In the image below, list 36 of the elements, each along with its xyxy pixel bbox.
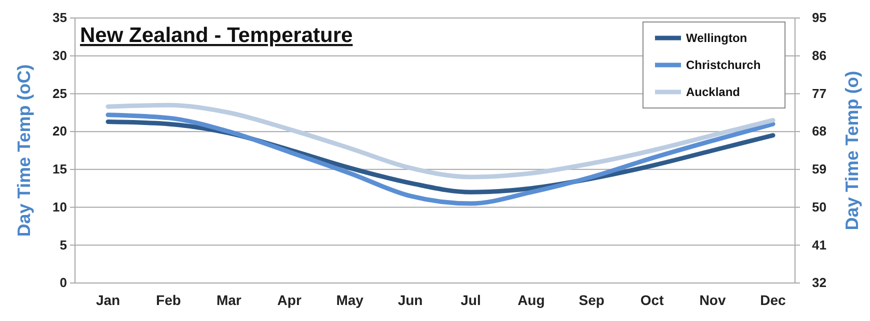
y2-tick-label: 77 bbox=[812, 86, 826, 101]
x-tick-label: Sep bbox=[578, 292, 604, 308]
y2-tick-label: 59 bbox=[812, 162, 826, 177]
y2-tick-label: 32 bbox=[812, 275, 826, 290]
x-tick-label: Jul bbox=[460, 292, 481, 308]
y-tick-label: 35 bbox=[52, 10, 67, 26]
y-tick-label: 30 bbox=[52, 48, 67, 64]
y-tick-label: 10 bbox=[52, 199, 67, 214]
x-tick-label: Jun bbox=[398, 292, 423, 308]
y-tick-label: 5 bbox=[60, 237, 67, 252]
y-tick-label: 25 bbox=[52, 86, 67, 101]
x-tick-label: Oct bbox=[640, 292, 664, 308]
chart-title: New Zealand - Temperature bbox=[80, 24, 353, 47]
legend-label: Wellington bbox=[686, 31, 748, 45]
y-tick-label: 15 bbox=[52, 162, 67, 177]
line-series bbox=[106, 112, 776, 206]
y-tick-label: 0 bbox=[60, 275, 67, 290]
x-tick-label: Apr bbox=[277, 292, 302, 308]
legend-label: Christchurch bbox=[686, 58, 761, 72]
y2-tick-label: 41 bbox=[812, 237, 826, 252]
y2-axis-title: Day Time Temp (o) bbox=[842, 70, 862, 230]
legend-label: Auckland bbox=[686, 85, 740, 99]
y2-tick-label: 50 bbox=[812, 199, 826, 214]
y2-tick-label: 95 bbox=[812, 10, 826, 26]
y-tick-label: 20 bbox=[52, 124, 67, 139]
x-tick-label: Mar bbox=[216, 292, 242, 308]
line-series bbox=[106, 102, 776, 180]
x-tick-label: May bbox=[336, 292, 364, 308]
y-axis-title: Day Time Temp (oC) bbox=[14, 64, 34, 237]
y2-tick-label: 68 bbox=[812, 124, 826, 139]
x-tick-label: Jan bbox=[96, 292, 120, 308]
x-tick-label: Aug bbox=[518, 292, 545, 308]
x-tick-label: Feb bbox=[156, 292, 181, 308]
y2-tick-label: 86 bbox=[812, 48, 826, 64]
x-tick-label: Dec bbox=[760, 292, 786, 308]
x-tick-label: Nov bbox=[699, 292, 726, 308]
